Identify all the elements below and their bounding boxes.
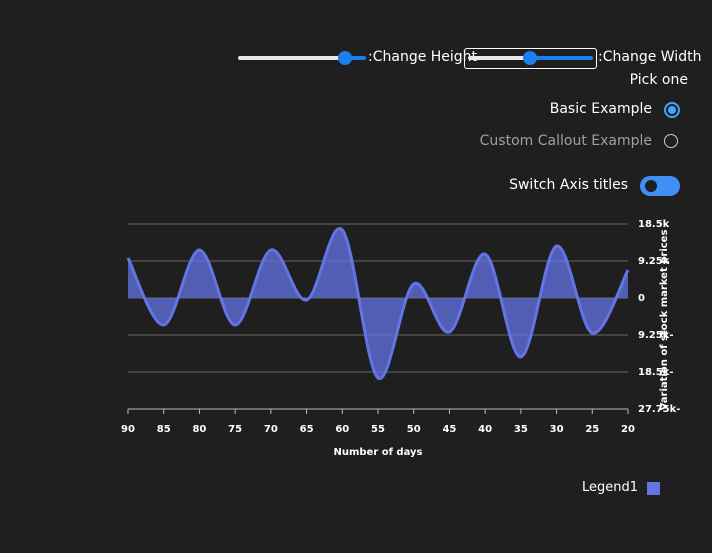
x-tick-label: 85 <box>157 424 171 435</box>
x-tick-label: 75 <box>228 424 242 435</box>
x-axis-title: Number of days <box>333 447 422 458</box>
radio-checked[interactable] <box>664 102 680 118</box>
option-label[interactable]: Basic Example <box>549 101 652 117</box>
toggle[interactable] <box>640 176 680 196</box>
width-label: :Change Width <box>598 49 702 65</box>
x-tick-label: 50 <box>407 424 421 435</box>
legend-swatch[interactable] <box>647 482 660 495</box>
toggle-label: Switch Axis titles <box>509 177 628 193</box>
y-tick-label: 9.25k- <box>638 330 673 341</box>
height-label: :Change Height <box>368 49 478 65</box>
x-tick-label: 20 <box>621 424 635 435</box>
x-tick-label: 55 <box>371 424 385 435</box>
x-tick-label: 70 <box>264 424 278 435</box>
y-tick-label: 0 <box>638 293 645 304</box>
width-slider-box[interactable] <box>464 48 597 69</box>
x-tick-label: 90 <box>121 424 135 435</box>
x-tick-label: 35 <box>514 424 528 435</box>
x-tick-label: 65 <box>300 424 314 435</box>
x-tick-label: 80 <box>192 424 206 435</box>
pick-one: Pick one <box>629 72 688 88</box>
option-label[interactable]: Custom Callout Example <box>479 133 652 149</box>
y-axis-title: Variation of stock market prices <box>659 230 670 411</box>
area <box>128 228 628 379</box>
y-tick-label: 27.75k- <box>638 404 680 415</box>
height-slider-thumb[interactable] <box>338 51 352 65</box>
x-tick-label: 30 <box>550 424 564 435</box>
legend-label[interactable]: Legend1 <box>581 480 638 495</box>
line <box>126 227 630 380</box>
y-tick-label: 18.5k <box>638 219 670 230</box>
radio-unchecked[interactable] <box>664 134 678 148</box>
y-tick-label: 18.5k- <box>638 367 673 378</box>
x-tick-label: 25 <box>585 424 599 435</box>
height-slider[interactable] <box>238 56 366 60</box>
x-tick-label: 40 <box>478 424 492 435</box>
x-tick-label: 45 <box>442 424 456 435</box>
x-tick-label: 60 <box>335 424 349 435</box>
y-tick-label: 9.25k <box>638 256 670 267</box>
width-slider-thumb[interactable] <box>523 51 537 65</box>
